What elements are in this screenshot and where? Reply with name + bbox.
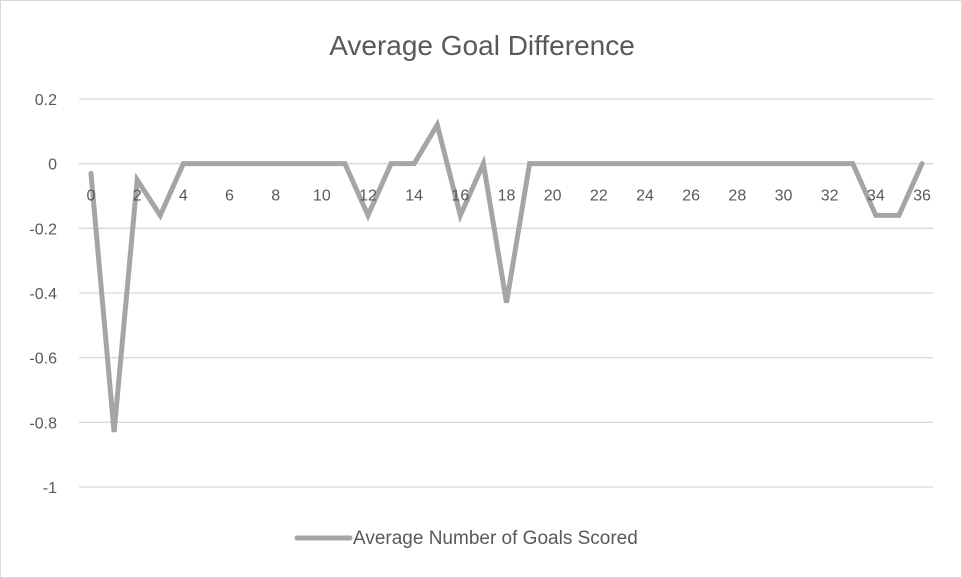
y-tick-label: -0.6 [29,351,57,368]
x-tick-label: 12 [359,188,377,205]
y-axis-ticks: 0.2 0 -0.2 -0.4 -0.6 -0.8 -1 [29,92,57,497]
legend-label: Average Number of Goals Scored [353,528,638,549]
series-line [88,118,925,433]
x-axis-ticks: 0 2 4 6 8 10 12 14 16 18 20 22 24 26 28 30 32 34 36 [87,188,931,205]
x-tick-label: 26 [682,188,700,205]
x-tick-label: 34 [867,188,885,205]
x-tick-label: 18 [498,188,516,205]
x-tick-label: 30 [775,188,793,205]
x-tick-label: 4 [179,188,188,205]
x-tick-label: 10 [313,188,331,205]
x-tick-label: 32 [821,188,839,205]
y-tick-label: -0.4 [29,286,57,303]
x-tick-label: 22 [590,188,608,205]
y-tick-label: -1 [43,480,57,497]
y-tick-label: -0.2 [29,221,57,238]
x-tick-label: 8 [271,188,280,205]
x-tick-label: 24 [636,188,654,205]
x-tick-label: 6 [225,188,234,205]
legend: Average Number of Goals Scored [294,528,638,549]
x-tick-label: 36 [913,188,931,205]
chart-title: Average Goal Difference [329,30,635,61]
y-tick-label: 0 [48,157,57,174]
x-tick-label: 20 [544,188,562,205]
series-lines [88,118,925,433]
x-tick-label: 0 [87,188,96,205]
y-tick-label: -0.8 [29,415,57,432]
y-tick-label: 0.2 [35,92,57,109]
x-tick-label: 28 [728,188,746,205]
x-tick-label: 14 [405,188,423,205]
x-tick-label: 2 [133,188,142,205]
x-tick-label: 16 [451,188,469,205]
